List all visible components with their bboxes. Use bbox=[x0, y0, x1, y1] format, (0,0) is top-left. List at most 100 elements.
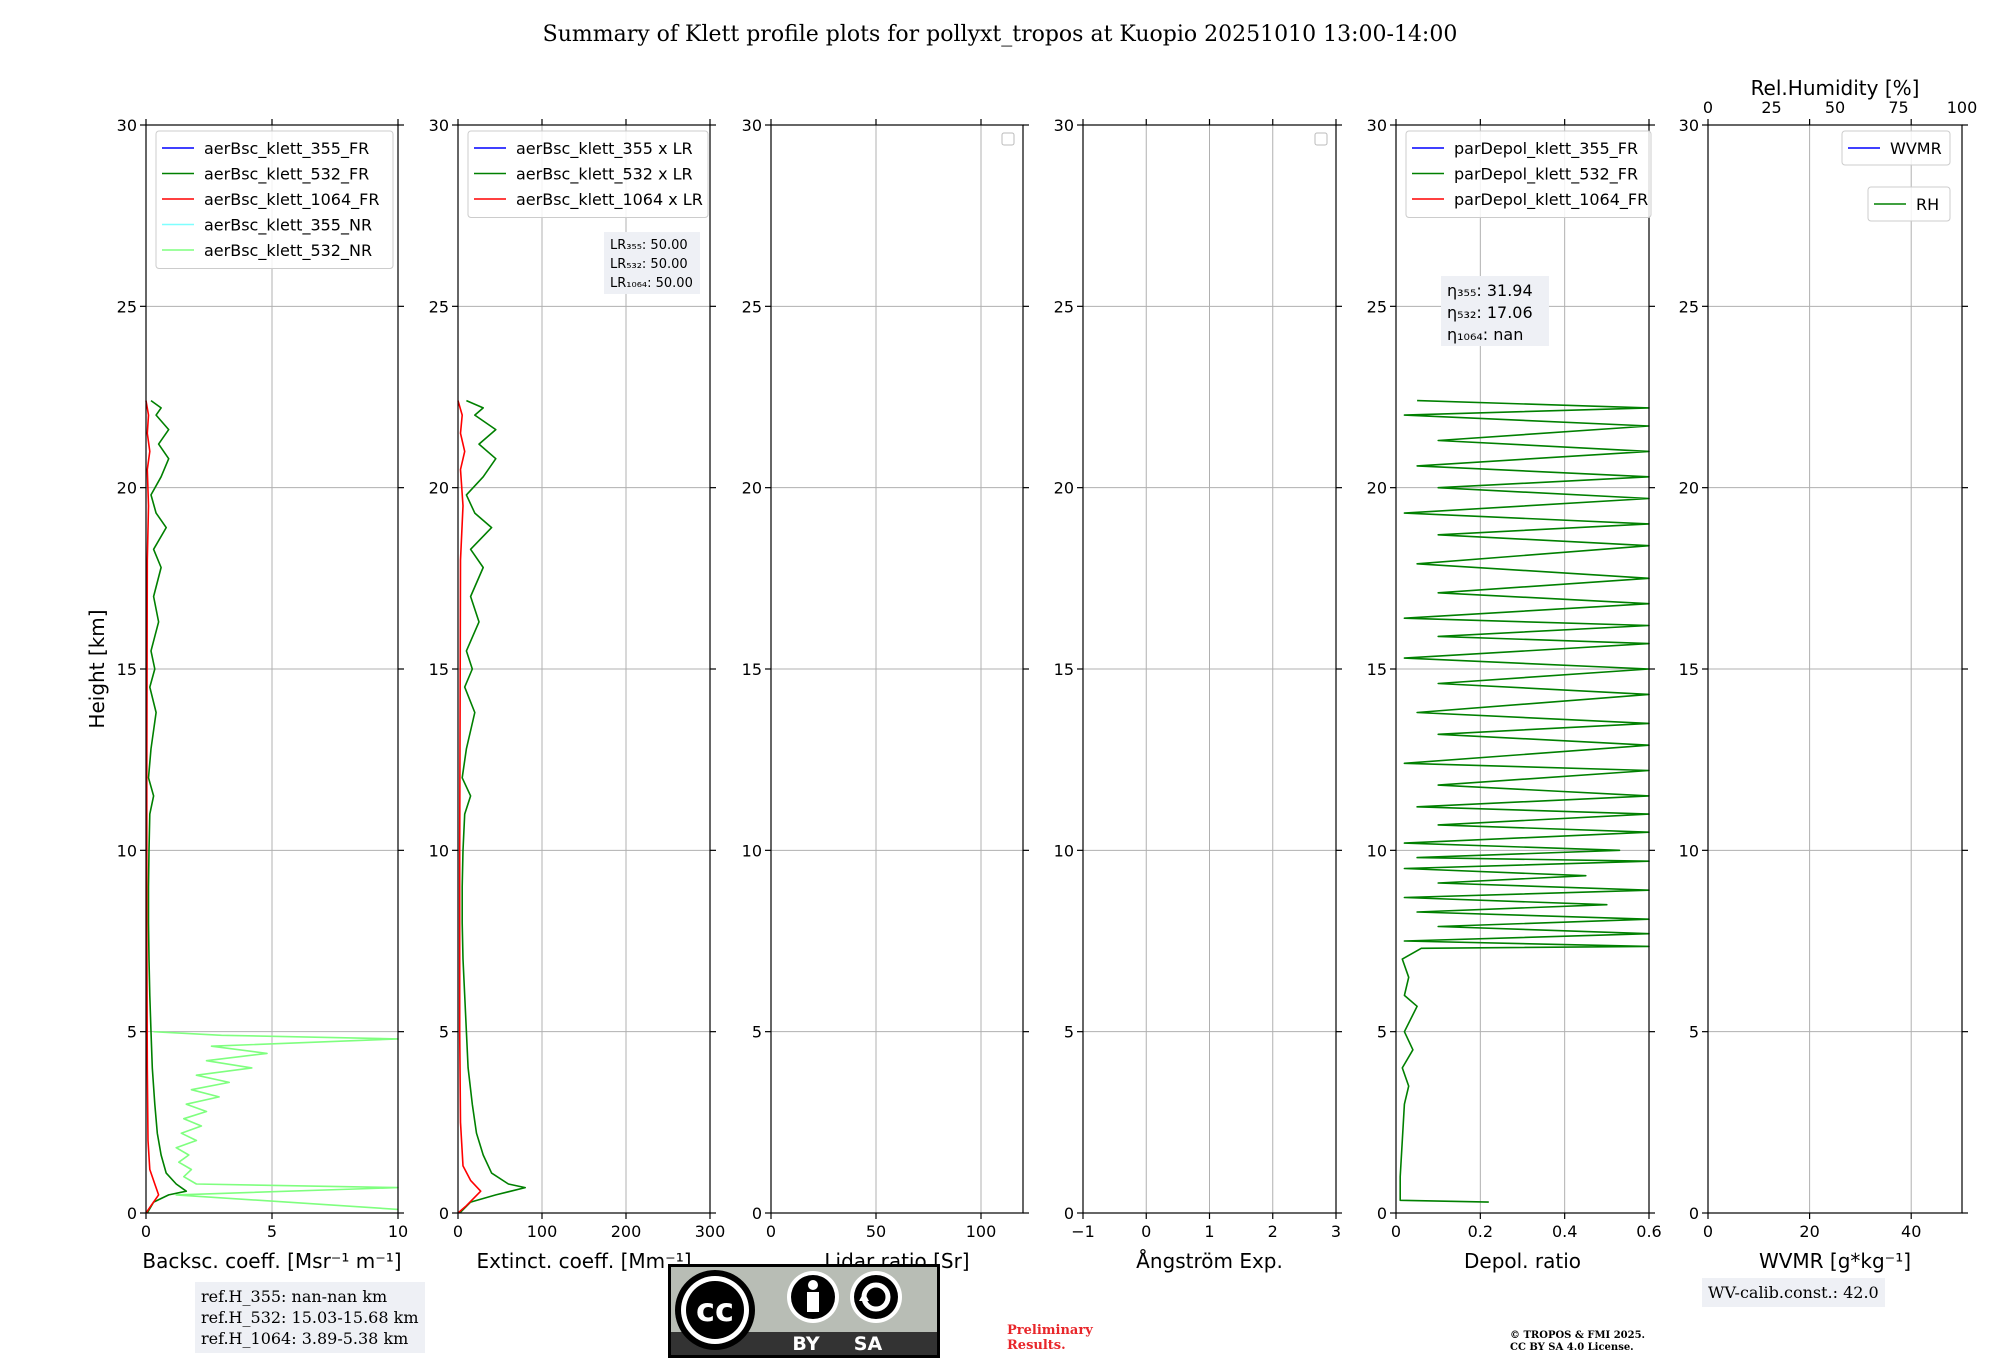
y-tick-label: 30 bbox=[1679, 116, 1699, 135]
eta-info-line: η₁₀₆₄: nan bbox=[1447, 325, 1523, 344]
legend-box bbox=[1867, 186, 1951, 222]
y-tick-label: 30 bbox=[742, 116, 762, 135]
legend-box bbox=[155, 130, 394, 269]
cc-badge-sa-text: SA bbox=[854, 1333, 883, 1355]
panel-wvmr: 0 20 40 0 5 10 15 20 25 30 WVMR [g*kg⁻¹] 0 25 50 75 100… bbox=[1679, 76, 1978, 1273]
y-tick-label: 30 bbox=[1367, 116, 1387, 135]
x-tick-label: 2 bbox=[1268, 1222, 1278, 1241]
x-axis-label: Depol. ratio bbox=[1464, 1249, 1581, 1273]
copyright-line-2: CC BY SA 4.0 License. bbox=[1510, 1342, 1634, 1353]
eta-info-line: η₅₃₂: 17.06 bbox=[1447, 303, 1533, 322]
x-tick-label: 0.4 bbox=[1552, 1222, 1577, 1241]
legend-label: aerBsc_klett_1064_FR bbox=[204, 190, 379, 210]
ref-height-532: ref.H_532: 15.03-15.68 km bbox=[201, 1308, 419, 1327]
y-tick-label: 15 bbox=[429, 660, 449, 679]
info-bg bbox=[1441, 276, 1549, 346]
y-tick-label: 15 bbox=[117, 660, 137, 679]
legend-label: WVMR bbox=[1890, 139, 1942, 158]
y-tick-label: 0 bbox=[127, 1204, 137, 1223]
panel-depol: 0 0.2 0.4 0.6 0 5 10 15 20 25 30 Depol. ratio parDep… bbox=[1367, 116, 1662, 1273]
ref-height-1064: ref.H_1064: 3.89-5.38 km bbox=[201, 1329, 409, 1348]
y-axis-label: Height [km] bbox=[85, 609, 109, 728]
y-tick-label: 30 bbox=[1054, 116, 1074, 135]
eta-info-box: η₃₅₅: 31.94 η₅₃₂: 17.06 η₁₀₆₄: nan bbox=[1441, 276, 1549, 346]
y-tick-label: 20 bbox=[1054, 479, 1074, 498]
y-tick-label: 30 bbox=[429, 116, 449, 135]
empty-legend-box bbox=[1314, 132, 1328, 146]
figure-title: Summary of Klett profile plots for polly… bbox=[542, 22, 1458, 47]
y-tick-label: 15 bbox=[1367, 660, 1387, 679]
ref-height-355: ref.H_355: nan-nan km bbox=[201, 1287, 388, 1306]
y-tick-label: 25 bbox=[1679, 297, 1699, 316]
info-bg bbox=[604, 232, 700, 294]
x-tick-label: 3 bbox=[1331, 1222, 1341, 1241]
panel-extinction: 0 100 200 300 0 5 10 15 20 25 30 Extinct. coeff. [M… bbox=[429, 116, 726, 1273]
legend-label: parDepol_klett_1064_FR bbox=[1454, 190, 1648, 210]
x-tick-label: −1 bbox=[1071, 1222, 1095, 1241]
ref-height-info: ref.H_355: nan-nan km ref.H_532: 15.03-1… bbox=[195, 1282, 425, 1353]
legend-WVMR: WVMR bbox=[1841, 130, 1951, 166]
legend-box bbox=[467, 130, 709, 218]
legend-label: aerBsc_klett_532_FR bbox=[204, 165, 369, 185]
y-tick-label: 5 bbox=[439, 1023, 449, 1042]
cc-by-sa-badge: cc BY SA bbox=[668, 1264, 940, 1358]
y-tick-label: 5 bbox=[752, 1023, 762, 1042]
y-tick-label: 30 bbox=[117, 116, 137, 135]
y-tick-label: 20 bbox=[1679, 479, 1699, 498]
x-tick-label: 20 bbox=[1799, 1222, 1819, 1241]
y-tick-label: 20 bbox=[742, 479, 762, 498]
lr-info-line: LR₅₃₂: 50.00 bbox=[610, 257, 688, 272]
y-tick-label: 0 bbox=[1064, 1204, 1074, 1223]
sa-share-icon bbox=[850, 1271, 902, 1323]
y-tick-label: 25 bbox=[429, 297, 449, 316]
lr-info-line: LR₃₅₅: 50.00 bbox=[610, 238, 688, 253]
x-tick-label: 1 bbox=[1204, 1222, 1214, 1241]
y-tick-label: 10 bbox=[1679, 841, 1699, 860]
series-line-aerBsc_klett_1064_FR bbox=[145, 400, 160, 1214]
lr-info-line: LR₁₀₆₄: 50.00 bbox=[610, 276, 693, 291]
x-tick-label: 40 bbox=[1901, 1222, 1921, 1241]
legend-label: aerBsc_klett_532_NR bbox=[204, 241, 372, 261]
empty-legend-box bbox=[1001, 132, 1015, 146]
y-tick-label: 20 bbox=[117, 479, 137, 498]
top-tick-label: 0 bbox=[1703, 98, 1713, 117]
x-axis-label: WVMR [g*kg⁻¹] bbox=[1759, 1249, 1911, 1273]
plot-area-extinction bbox=[457, 399, 527, 1214]
copyright-note: © TROPOS & FMI 2025. CC BY SA 4.0 Licens… bbox=[1510, 1330, 1645, 1354]
plot-area-depol bbox=[1399, 399, 1650, 1203]
lr-info-box: LR₃₅₅: 50.00 LR₅₃₂: 50.00 LR₁₀₆₄: 50.00 bbox=[604, 232, 700, 294]
legend-label: aerBsc_klett_532 x LR bbox=[516, 165, 693, 185]
series-line-aerBsc_klett_532 x LR bbox=[459, 399, 527, 1214]
preliminary-line-1: Preliminary bbox=[1007, 1323, 1093, 1338]
eta-info-line: η₃₅₅: 31.94 bbox=[1447, 281, 1533, 300]
legend-label: parDepol_klett_355_FR bbox=[1454, 139, 1638, 159]
legend-label: parDepol_klett_532_FR bbox=[1454, 165, 1638, 185]
legend-label: aerBsc_klett_1064 x LR bbox=[516, 190, 703, 210]
x-axis-label: Backsc. coeff. [Msr⁻¹ m⁻¹] bbox=[142, 1249, 401, 1273]
x-tick-label: 0 bbox=[1703, 1222, 1713, 1241]
copyright-line-1: © TROPOS & FMI 2025. bbox=[1510, 1330, 1646, 1341]
legend-backscatter: aerBsc_klett_355_FR aerBsc_klett_532_FRae… bbox=[155, 130, 394, 269]
legend-label: aerBsc_klett_355 x LR bbox=[516, 139, 693, 159]
x-tick-label: 0 bbox=[766, 1222, 776, 1241]
legend-depol: parDepol_klett_355_FR parDepol_klett_532_… bbox=[1405, 130, 1652, 218]
series-line-aerBsc_klett_1064 x LR bbox=[457, 400, 482, 1214]
x-tick-label: 10 bbox=[388, 1222, 408, 1241]
x-tick-label: 300 bbox=[695, 1222, 726, 1241]
cc-badge-cc-text: cc bbox=[696, 1291, 734, 1329]
series-line-aerBsc_klett_532_FR bbox=[146, 399, 188, 1214]
y-tick-label: 25 bbox=[742, 297, 762, 316]
preliminary-note: Preliminary Results. bbox=[1007, 1323, 1093, 1353]
y-tick-label: 15 bbox=[1054, 660, 1074, 679]
legend-extinction: aerBsc_klett_355 x LR aerBsc_klett_532 x … bbox=[467, 130, 709, 218]
y-tick-label: 0 bbox=[1377, 1204, 1387, 1223]
y-tick-label: 10 bbox=[117, 841, 137, 860]
plot-area-backscatter bbox=[145, 399, 399, 1214]
x-tick-label: 100 bbox=[527, 1222, 558, 1241]
x-axis-label: Extinct. coeff. [Mm⁻¹] bbox=[476, 1249, 691, 1273]
x-tick-label: 0 bbox=[1141, 1222, 1151, 1241]
y-tick-label: 25 bbox=[1054, 297, 1074, 316]
y-tick-label: 5 bbox=[1064, 1023, 1074, 1042]
